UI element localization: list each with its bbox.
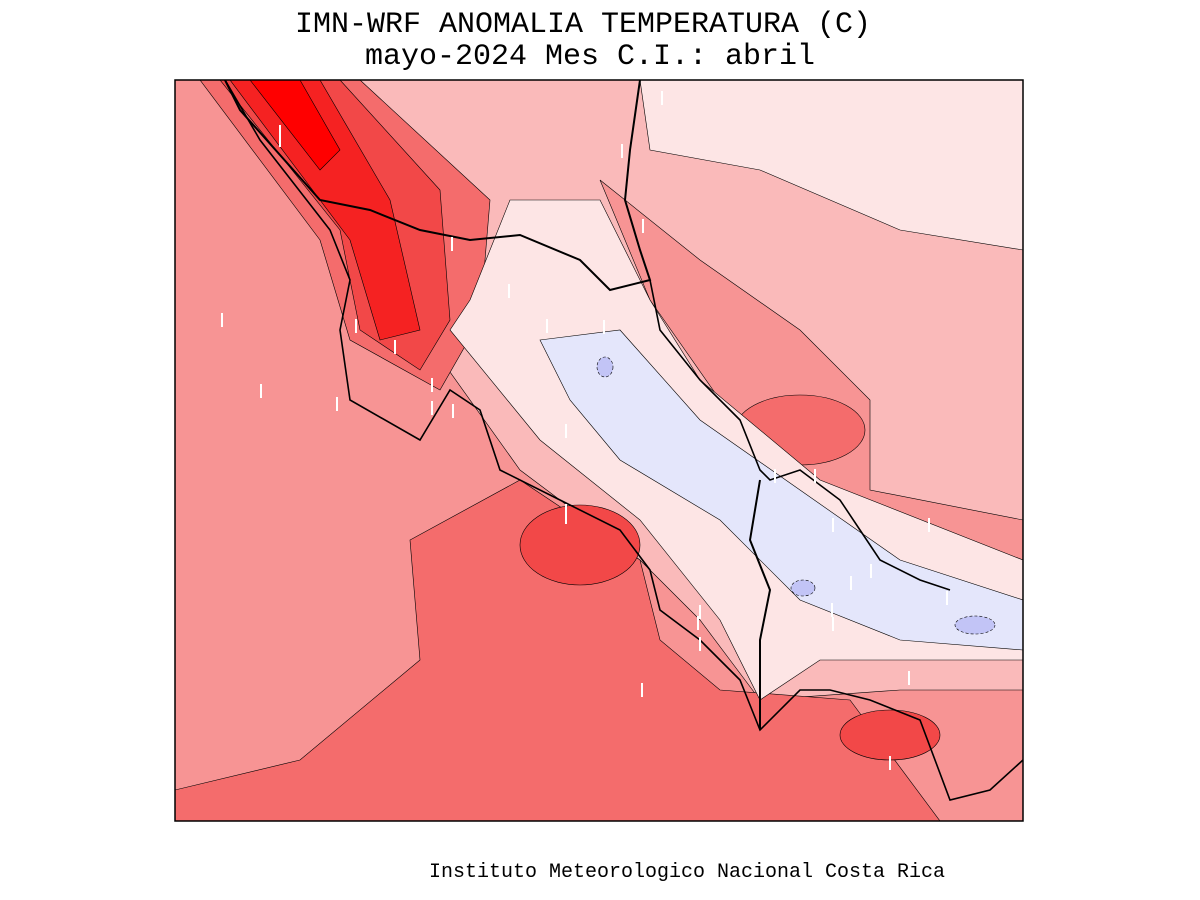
contour-label-bg xyxy=(699,637,701,651)
contour-label-bg xyxy=(814,469,816,483)
title: IMN-WRF ANOMALIA TEMPERATURA (C) xyxy=(295,8,871,42)
contour-label-bg xyxy=(774,469,776,483)
contour-label-bg xyxy=(603,320,605,334)
contour-label-bg xyxy=(642,219,644,233)
field xyxy=(596,356,614,378)
field xyxy=(229,80,421,341)
contour-label-bg xyxy=(260,384,262,398)
contour-label-bg xyxy=(946,591,948,605)
contour-label-bg xyxy=(508,284,510,298)
field xyxy=(599,179,1023,571)
contour-label-bg xyxy=(850,576,852,590)
coastline xyxy=(649,279,951,591)
contour-label-bg xyxy=(279,133,281,147)
field xyxy=(954,615,996,635)
contour-label-bg xyxy=(641,683,643,697)
footer: Instituto Meteorologico Nacional Costa R… xyxy=(429,861,945,884)
contour-label-bg xyxy=(889,756,891,770)
field xyxy=(790,579,816,597)
contour-label-bg xyxy=(279,125,281,139)
contour-label-bg xyxy=(832,617,834,631)
contour-label-bg xyxy=(431,401,433,415)
contour-label-bg xyxy=(870,564,872,578)
map-frame xyxy=(174,79,1024,822)
field xyxy=(249,80,341,171)
contour-label-bg xyxy=(394,340,396,354)
field xyxy=(539,329,1023,651)
map xyxy=(174,79,1024,822)
contour-label-bg xyxy=(661,91,663,105)
contour-label-bg xyxy=(546,319,548,333)
subtitle: mayo-2024 Mes C.I.: abril xyxy=(365,40,815,74)
contour-label-bg xyxy=(621,144,623,158)
contour-label-bg xyxy=(908,671,910,685)
contour-label-bg xyxy=(565,504,567,518)
contour-label-bg xyxy=(697,616,699,630)
contour-label-bg xyxy=(452,404,454,418)
contour-label-bg xyxy=(355,319,357,333)
coastline xyxy=(224,80,1023,801)
contour-label-bg xyxy=(565,424,567,438)
contour-label-bg xyxy=(451,237,453,251)
field xyxy=(519,504,641,586)
contour-label-bg xyxy=(831,603,833,617)
contour-label-bg xyxy=(832,518,834,532)
border xyxy=(748,479,772,730)
contour-label-bg xyxy=(336,397,338,411)
contour-label-bg xyxy=(431,378,433,392)
field xyxy=(639,80,1023,251)
contour-label-bg xyxy=(928,518,930,532)
contour-label-bg xyxy=(699,605,701,619)
border xyxy=(224,80,652,292)
contour-label-bg xyxy=(221,313,223,327)
